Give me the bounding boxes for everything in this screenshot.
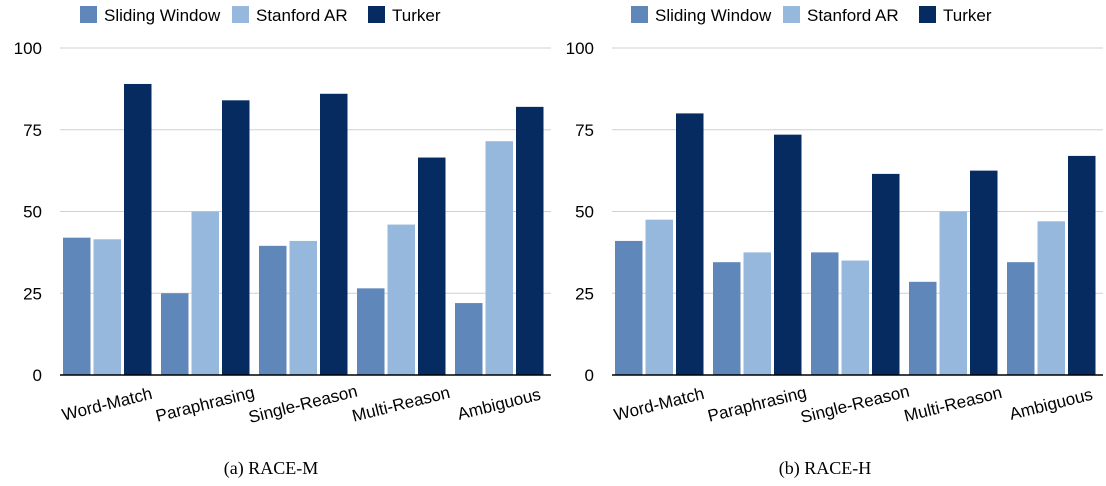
legend-label-stanford-ar: Stanford AR — [256, 6, 348, 25]
y-tick-label: 0 — [33, 366, 42, 385]
y-tick-label: 75 — [23, 121, 42, 140]
bar-sliding-window-ambiguous — [1007, 262, 1035, 375]
bar-turker-single-reason — [872, 173, 900, 375]
bar-stanford-ar-multi-reason — [387, 224, 415, 375]
bar-stanford-ar-word-match — [93, 239, 121, 375]
bar-turker-ambiguous — [516, 106, 544, 376]
x-tick-label-word-match: Word-Match — [612, 384, 706, 425]
bar-stanford-ar-word-match — [645, 219, 673, 375]
bar-turker-ambiguous — [1068, 155, 1096, 375]
x-tick-label-ambiguous: Ambiguous — [1007, 385, 1094, 424]
bar-turker-multi-reason — [418, 157, 446, 375]
bar-sliding-window-single-reason — [811, 252, 839, 375]
x-tick-label-paraphrasing: Paraphrasing — [706, 383, 809, 426]
bar-stanford-ar-ambiguous — [1037, 221, 1065, 375]
y-tick-label: 50 — [23, 203, 42, 222]
panel-caption: (b) RACE-H — [779, 458, 872, 479]
legend-label-sliding-window: Sliding Window — [104, 6, 221, 25]
x-tick-label-multi-reason: Multi-Reason — [350, 383, 452, 426]
bar-sliding-window-single-reason — [259, 245, 287, 375]
x-tick-label-multi-reason: Multi-Reason — [902, 383, 1004, 426]
y-tick-label: 75 — [575, 121, 594, 140]
bar-stanford-ar-multi-reason — [939, 211, 967, 375]
chart-panel-race-h: Sliding Window Stanford AR Turker 0 25 50 75 10… — [566, 6, 1103, 479]
y-tick-label: 0 — [585, 366, 594, 385]
legend-swatch-stanford-ar — [232, 6, 249, 23]
legend-label-turker: Turker — [392, 6, 441, 25]
y-tick-label: 100 — [566, 39, 594, 58]
bar-sliding-window-ambiguous — [455, 303, 483, 375]
legend-label-turker: Turker — [943, 6, 992, 25]
bar-sliding-window-word-match — [63, 237, 91, 375]
y-tick-label: 25 — [23, 284, 42, 303]
bar-sliding-window-multi-reason — [357, 288, 385, 375]
legend-swatch-stanford-ar — [783, 6, 800, 23]
x-tick-label-paraphrasing: Paraphrasing — [154, 383, 257, 426]
bar-sliding-window-paraphrasing — [161, 293, 189, 375]
panel-caption: (a) RACE-M — [224, 458, 318, 479]
legend-swatch-turker — [919, 6, 936, 23]
chart-panel-race-m: Sliding Window Stanford AR Turker 0 25 50 75 10… — [14, 6, 551, 479]
x-tick-label-word-match: Word-Match — [60, 384, 154, 425]
bar-stanford-ar-ambiguous — [485, 141, 513, 375]
x-tick-label-single-reason: Single-Reason — [799, 382, 912, 427]
bar-turker-paraphrasing — [222, 100, 250, 375]
y-tick-label: 100 — [14, 39, 42, 58]
bar-stanford-ar-paraphrasing — [191, 211, 219, 375]
legend-swatch-sliding-window — [80, 6, 97, 23]
bar-sliding-window-word-match — [615, 240, 643, 375]
bar-turker-multi-reason — [970, 170, 998, 375]
bar-stanford-ar-paraphrasing — [743, 252, 771, 375]
legend-swatch-turker — [368, 6, 385, 23]
bar-turker-word-match — [124, 83, 152, 375]
bar-turker-paraphrasing — [774, 134, 802, 375]
bar-sliding-window-multi-reason — [909, 281, 937, 375]
y-tick-label: 25 — [575, 284, 594, 303]
bar-stanford-ar-single-reason — [841, 260, 869, 375]
bar-sliding-window-paraphrasing — [713, 262, 741, 375]
bar-stanford-ar-single-reason — [289, 240, 317, 375]
legend-label-sliding-window: Sliding Window — [655, 6, 772, 25]
x-tick-label-ambiguous: Ambiguous — [455, 385, 542, 424]
bar-turker-single-reason — [320, 93, 348, 375]
x-tick-label-single-reason: Single-Reason — [247, 382, 360, 427]
legend-swatch-sliding-window — [631, 6, 648, 23]
bar-turker-word-match — [676, 113, 704, 376]
legend-label-stanford-ar: Stanford AR — [807, 6, 899, 25]
y-tick-label: 50 — [575, 203, 594, 222]
